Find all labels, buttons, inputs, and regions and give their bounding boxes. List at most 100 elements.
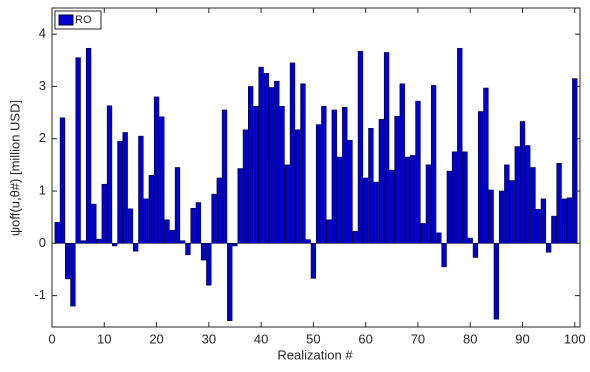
- bar: [300, 83, 306, 244]
- bar: [545, 243, 552, 253]
- bar: [321, 106, 327, 244]
- bar: [65, 243, 71, 280]
- bar: [342, 107, 348, 244]
- bar: [373, 181, 379, 244]
- bar: [530, 167, 536, 244]
- bar: [211, 193, 217, 244]
- bar: [268, 87, 275, 244]
- bar: [566, 197, 573, 244]
- bar: [174, 167, 181, 244]
- bar: [572, 78, 578, 244]
- x-tick-label: 70: [411, 331, 425, 346]
- bar: [106, 105, 113, 244]
- bar: [315, 124, 322, 244]
- bar: [164, 219, 170, 244]
- bar: [551, 215, 557, 244]
- bar: [493, 243, 500, 320]
- y-tick-label: 1: [39, 182, 46, 197]
- x-tick-label: 40: [254, 331, 268, 346]
- bar: [190, 207, 196, 244]
- bar: [451, 151, 458, 244]
- bar: [227, 243, 233, 322]
- x-tick-label: 30: [202, 331, 216, 346]
- bar: [279, 106, 285, 244]
- bar: [326, 219, 332, 244]
- bar: [441, 243, 447, 268]
- bar: [363, 177, 369, 244]
- bar: [561, 198, 567, 244]
- bar: [274, 80, 280, 244]
- bar: [242, 129, 249, 244]
- bar: [284, 164, 290, 244]
- bar: [472, 243, 479, 258]
- x-tick-label: 20: [149, 331, 163, 346]
- bar: [237, 168, 243, 244]
- bar: [352, 231, 358, 244]
- bar: [70, 243, 76, 307]
- bar: [216, 177, 222, 244]
- bar: [310, 243, 317, 279]
- bar: [101, 183, 107, 244]
- bar: [336, 156, 343, 244]
- bar: [206, 243, 212, 286]
- bar: [195, 202, 202, 244]
- legend-swatch: [58, 14, 74, 26]
- bar: [169, 229, 175, 244]
- bar: [404, 156, 411, 244]
- bar: [143, 198, 149, 244]
- bar: [80, 240, 87, 244]
- bar: [127, 208, 134, 244]
- bar: [289, 62, 296, 244]
- bar: [258, 66, 264, 244]
- bar: [159, 116, 165, 244]
- bar: [556, 163, 562, 244]
- bar: [122, 132, 128, 244]
- bar: [305, 239, 311, 244]
- bar: [399, 83, 405, 244]
- bar: [420, 223, 426, 244]
- axes-box: [51, 7, 581, 328]
- bar: [436, 232, 442, 244]
- bar: [132, 243, 139, 252]
- bar: [185, 243, 191, 256]
- bar: [462, 151, 468, 244]
- bar: [467, 237, 473, 244]
- bar: [54, 222, 60, 244]
- bar: [232, 243, 238, 247]
- bar: [248, 86, 254, 244]
- bar: [112, 243, 118, 247]
- bar: [368, 127, 374, 244]
- y-tick-label: -1: [34, 287, 46, 302]
- bar: [504, 164, 510, 244]
- bar: [263, 73, 269, 244]
- bar: [509, 180, 515, 244]
- bar: [75, 57, 81, 244]
- bar: [378, 119, 384, 244]
- bar: [200, 243, 207, 261]
- bar: [331, 109, 337, 244]
- bar: [483, 87, 489, 244]
- x-tick-label: 80: [463, 331, 477, 346]
- bar: [394, 115, 400, 244]
- bar: [430, 85, 437, 244]
- bar: [410, 155, 416, 244]
- bar: [525, 145, 531, 244]
- bar: [117, 141, 123, 244]
- bar: [514, 146, 520, 244]
- bar: [59, 117, 66, 244]
- bar: [519, 121, 526, 244]
- bar: [383, 52, 390, 244]
- x-tick-label: 90: [515, 331, 529, 346]
- bar: [446, 170, 452, 244]
- bar: [540, 198, 547, 244]
- x-tick-label: 10: [97, 331, 111, 346]
- bar: [138, 135, 144, 244]
- bar: [153, 96, 160, 244]
- y-tick-label: 3: [39, 78, 46, 93]
- bar: [148, 175, 154, 244]
- bar: [85, 47, 92, 244]
- bar: [535, 209, 541, 244]
- x-axis-label: Realization #: [277, 347, 353, 362]
- bar: [357, 51, 364, 244]
